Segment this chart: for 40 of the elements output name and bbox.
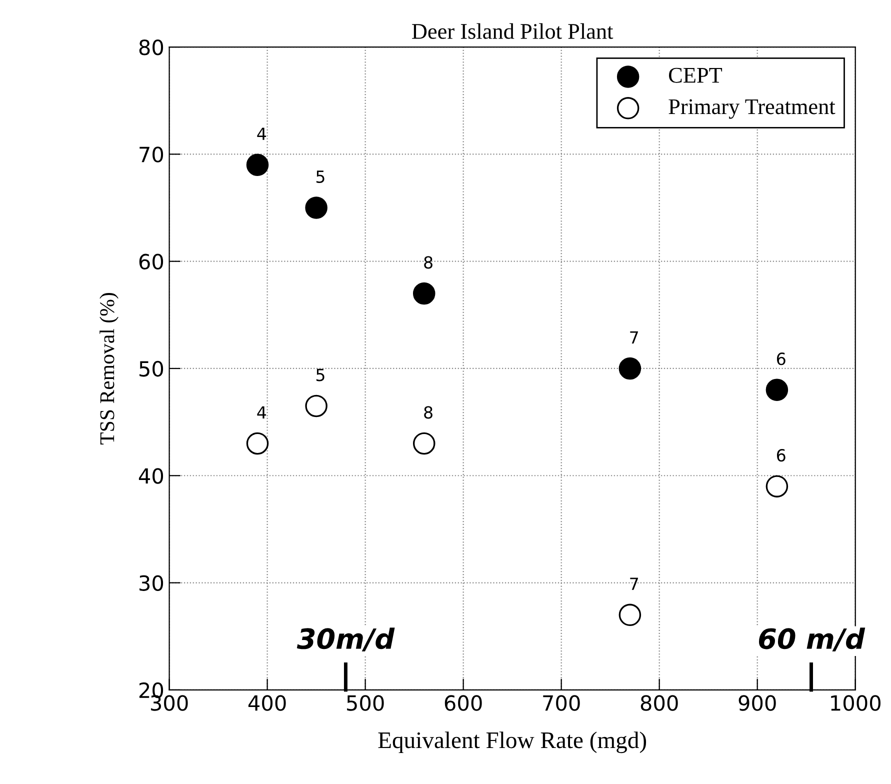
- y-tick-label: 60: [139, 254, 164, 270]
- x-tick-label: 700: [543, 695, 580, 711]
- y-tick-label: 50: [140, 360, 164, 377]
- ref-line-label: 30m/d: [296, 628, 395, 652]
- x-tick-label: 800: [640, 695, 678, 711]
- point: [246, 154, 269, 176]
- annotation: 4: [257, 128, 266, 140]
- point: [618, 604, 642, 626]
- ref-line-label: 60 m/d: [758, 628, 866, 652]
- x-axis-title: Equivalent Flow Rate (mgd): [378, 732, 646, 754]
- point: [412, 432, 436, 455]
- annotation: 7: [630, 578, 638, 590]
- annotation: 5: [316, 368, 324, 382]
- x-tick-label: 1000: [831, 695, 880, 711]
- point: [246, 432, 269, 455]
- annotation: 6: [776, 448, 786, 462]
- annotation: 8: [424, 406, 432, 419]
- point: [412, 282, 436, 305]
- x-tick-label: 600: [444, 695, 482, 711]
- legend-label: Primary Treatment: [668, 99, 836, 119]
- x-tick-label: 500: [347, 695, 384, 711]
- annotation: 6: [776, 352, 786, 366]
- y-tick-label: 80: [139, 39, 164, 56]
- x-tick-label: 900: [738, 695, 776, 711]
- point: [305, 196, 328, 219]
- point: [766, 475, 788, 498]
- point: [618, 357, 642, 380]
- annotation: 5: [316, 170, 324, 183]
- point: [305, 394, 328, 418]
- x-tick-label: 400: [248, 695, 286, 711]
- y-tick-label: 70: [140, 146, 164, 162]
- point: [766, 378, 788, 402]
- y-axis-title: TSS Removal (%): [100, 293, 118, 444]
- legend-label: CEPT: [668, 68, 722, 83]
- y-tick-label: 30: [140, 575, 164, 591]
- y-tick-label: 40: [138, 468, 164, 484]
- annotation: 8: [424, 256, 432, 269]
- chart-title: Deer Island Pilot Plant: [412, 23, 614, 39]
- annotation: 7: [630, 331, 638, 344]
- annotation: 4: [257, 406, 266, 418]
